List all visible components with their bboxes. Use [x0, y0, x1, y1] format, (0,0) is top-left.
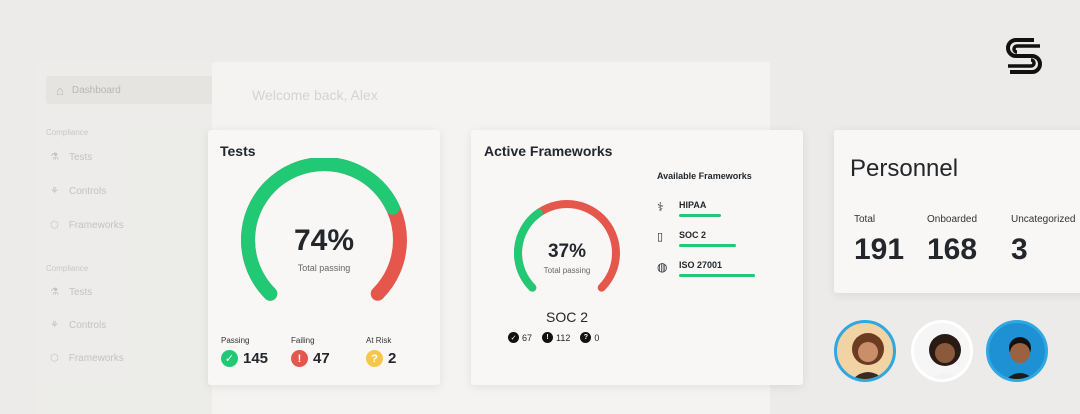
framework-item-soc2[interactable]: ▯ SOC 2 — [657, 230, 736, 247]
person-icon — [852, 333, 884, 379]
welcome-message: Welcome back, Alex — [252, 87, 378, 103]
sidebar-item-controls[interactable]: ⚘ Controls — [50, 320, 107, 331]
tests-gauge — [241, 158, 407, 301]
document-icon: ▯ — [657, 231, 664, 243]
framework-progress — [679, 214, 721, 217]
exclamation-icon: ! — [542, 332, 554, 343]
personnel-card[interactable]: Personnel Total 191 Onboarded 168 Uncate… — [834, 130, 1080, 293]
frameworks-card[interactable]: Active Frameworks 37% Total passing SOC … — [471, 130, 803, 385]
card-title: Active Frameworks — [484, 143, 613, 159]
tests-caption: Total passing — [297, 263, 351, 273]
sidebar-section-heading: Compliance — [46, 128, 89, 137]
frameworks-gauge — [514, 200, 620, 292]
cube-icon: ⬡ — [50, 220, 59, 231]
stat-total: Total 191 — [854, 214, 905, 266]
controls-icon: ⚘ — [50, 320, 59, 331]
sidebar-item-tests[interactable]: ⚗ Tests — [50, 152, 93, 163]
flask-icon: ⚗ — [50, 287, 59, 298]
frameworks-percent: 37% — [547, 241, 587, 262]
person-icon — [1006, 337, 1034, 379]
card-title: Personnel — [850, 155, 959, 182]
stat-at-risk: At Risk ? 2 — [366, 336, 397, 367]
controls-icon: ⚘ — [50, 186, 59, 197]
tests-card[interactable]: Tests 74% Total passing Passing ✓ 145 Fa… — [208, 130, 440, 385]
sidebar-item-frameworks[interactable]: ⬡ Frameworks — [50, 220, 124, 231]
sidebar-item-tests[interactable]: ⚗ Tests — [50, 287, 93, 298]
caduceus-icon: ⚕ — [657, 200, 664, 214]
question-icon: ? — [366, 350, 383, 367]
framework-progress — [679, 244, 736, 247]
stat-passing: Passing ✓ 145 — [221, 336, 269, 367]
sidebar: ⌂ Dashboard Compliance ⚗ Tests ⚘ Controls … — [36, 62, 216, 414]
sidebar-item-controls[interactable]: ⚘ Controls — [50, 186, 107, 197]
sidebar-item-dashboard[interactable]: ⌂ Dashboard — [46, 76, 216, 104]
question-icon: ? — [580, 332, 592, 343]
available-frameworks-heading: Available Frameworks — [657, 171, 752, 181]
card-title: Tests — [220, 143, 256, 159]
avatar[interactable] — [911, 320, 973, 382]
globe-icon: ◍ — [657, 260, 668, 274]
cube-icon: ⬡ — [50, 353, 59, 364]
check-icon: ✓ — [508, 332, 519, 343]
framework-item-hipaa[interactable]: ⚕ HIPAA — [657, 200, 721, 217]
check-icon: ✓ — [221, 350, 238, 367]
framework-item-iso-27001[interactable]: ◍ ISO 27001 — [657, 260, 755, 277]
flask-icon: ⚗ — [50, 152, 59, 163]
avatar[interactable] — [834, 320, 896, 382]
home-icon: ⌂ — [56, 82, 64, 98]
gauge-fill — [514, 208, 543, 292]
sidebar-section-heading: Compliance — [46, 264, 89, 273]
gauge-fill — [241, 158, 400, 301]
tests-percent: 74% — [293, 224, 355, 257]
sidebar-item-label: Dashboard — [71, 84, 121, 96]
sidebar-item-frameworks[interactable]: ⬡ Frameworks — [50, 353, 124, 364]
framework-progress — [679, 274, 755, 277]
stat-failing: Failing ! 47 — [291, 336, 330, 367]
stat-uncategorized: Uncategorized 3 — [1011, 214, 1076, 266]
exclamation-icon: ! — [291, 350, 308, 367]
frameworks-caption: Total passing — [543, 266, 591, 275]
brand-logo-icon — [1006, 38, 1042, 74]
stat-onboarded: Onboarded 168 — [927, 214, 978, 266]
framework-name: SOC 2 — [545, 309, 588, 325]
framework-stats: ✓ 67 ! 112 ? 0 — [508, 332, 599, 343]
person-icon — [929, 334, 961, 379]
avatar[interactable] — [986, 320, 1048, 382]
